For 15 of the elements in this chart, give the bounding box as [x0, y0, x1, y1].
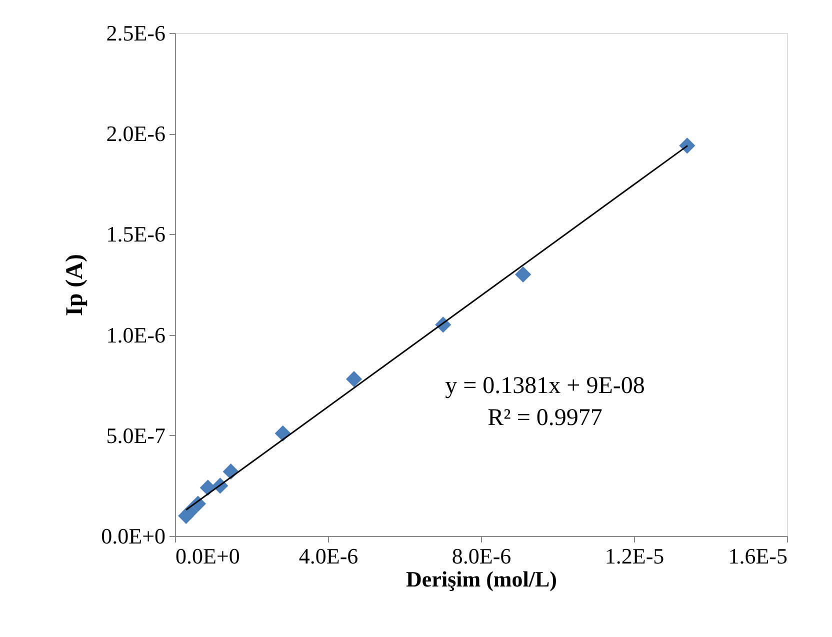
- x-axis-title: Derişim (mol/L): [406, 566, 557, 592]
- y-tick-label: 5.0E-7: [106, 422, 166, 448]
- y-tick-label: 1.0E-6: [106, 322, 166, 348]
- y-tick-label: 0.0E+0: [101, 524, 166, 548]
- annotation: R² = 0.9977: [488, 405, 602, 431]
- y-axis-title: Ip (A): [62, 254, 88, 316]
- x-tick-label: 1.2E-5: [604, 544, 664, 568]
- x-tick-label: 4.0E-6: [298, 544, 358, 568]
- y-tick-label: 2.5E-6: [106, 20, 166, 46]
- x-tick-label: 8.0E-6: [452, 544, 512, 568]
- annotation: y = 0.1381x + 9E-08: [445, 373, 645, 399]
- x-tick-label: 1.6E-5: [728, 544, 788, 568]
- y-tick-label: 1.5E-6: [106, 222, 166, 247]
- x-tick-label: 0.0E+0: [176, 544, 240, 568]
- y-tick-label: 2.0E-6: [106, 121, 166, 146]
